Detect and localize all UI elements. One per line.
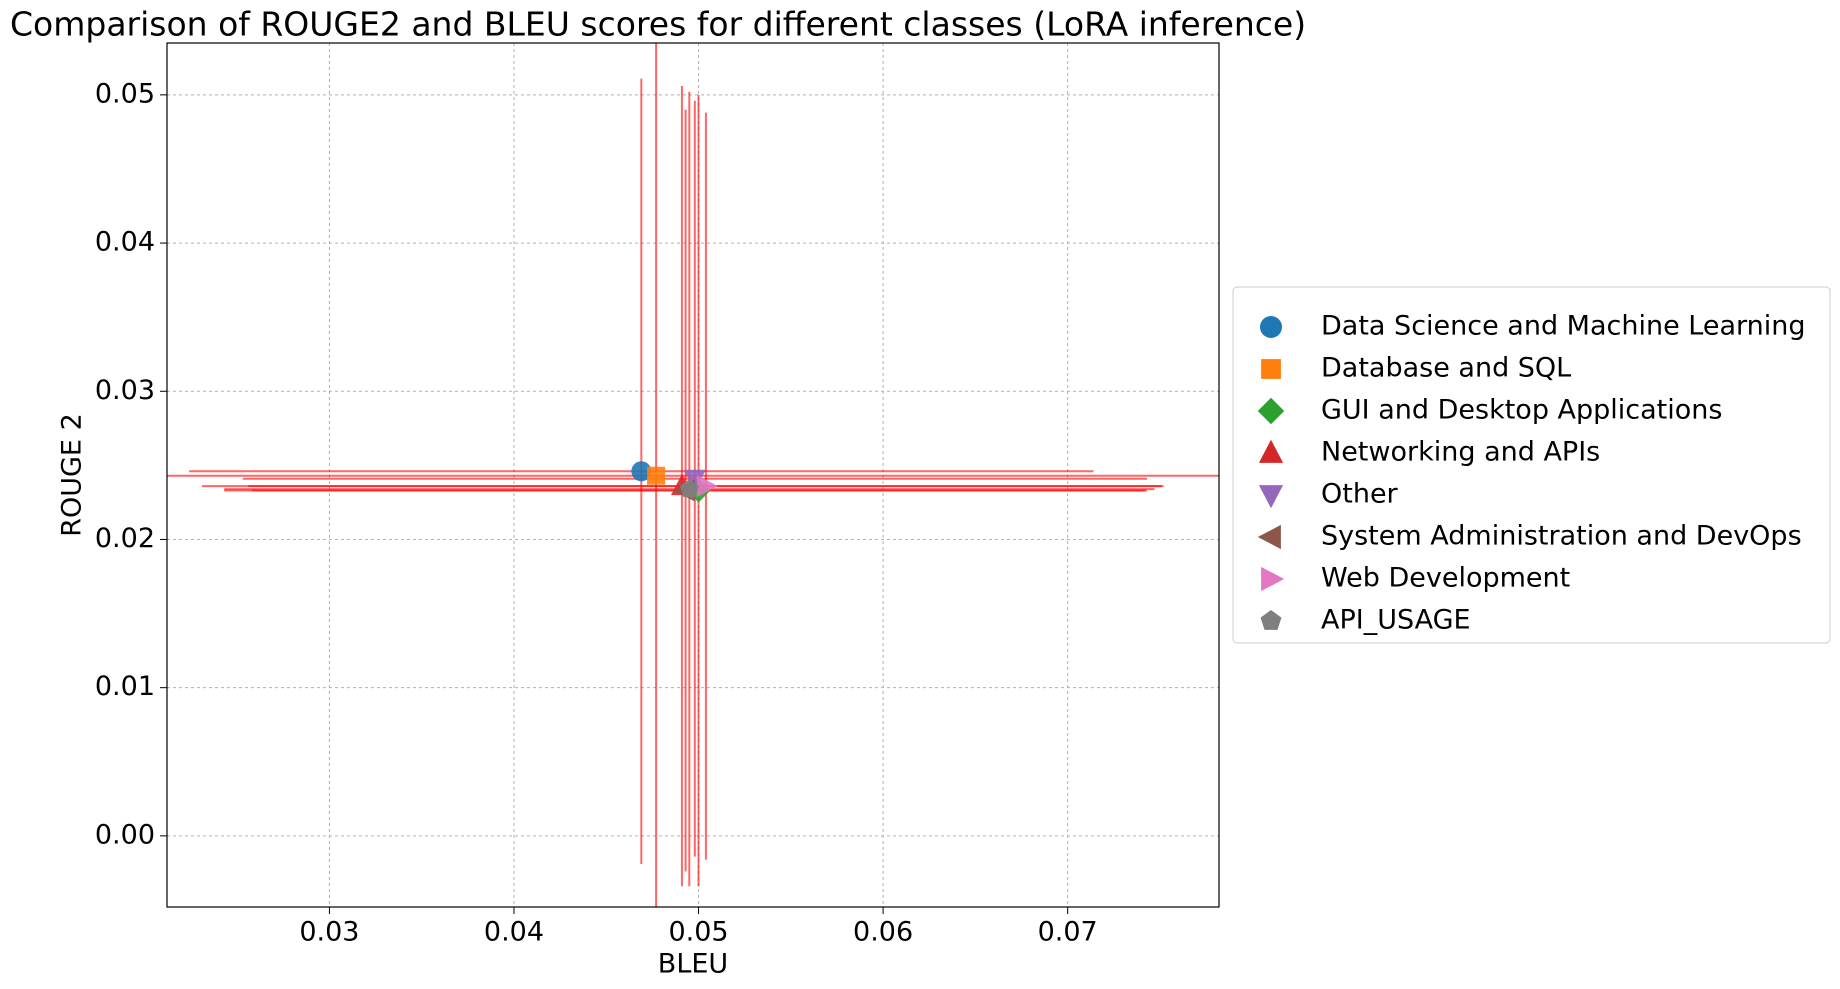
point [679,479,699,498]
y-tick-label: 0.02 [95,523,155,554]
y-tick-label: 0.05 [95,78,155,109]
legend-label: Other [1321,479,1399,510]
legend-label: Web Development [1321,563,1570,594]
legend-marker [1261,566,1285,592]
point [696,475,718,498]
legend-marker [1260,316,1282,338]
legend-label: GUI and Desktop Applications [1321,395,1722,426]
x-tick-label: 0.03 [299,917,359,948]
y-tick-label: 0.04 [95,227,155,258]
legend-marker [1261,359,1281,379]
point [631,461,652,482]
y-axis-label: ROUGE 2 [57,413,88,537]
legend-marker [1258,439,1284,463]
legend-label: System Administration and DevOps [1321,521,1802,552]
legend-marker [1258,485,1284,509]
x-tick-label: 0.06 [853,917,913,948]
y-tick-label: 0.01 [95,671,155,702]
chart-title: Comparison of ROUGE2 and BLEU scores for… [10,5,1306,44]
x-axis-label: BLEU [658,949,728,980]
legend-marker [1260,610,1282,630]
legend-label: Data Science and Machine Learning [1321,311,1806,342]
y-tick-label: 0.00 [95,819,155,850]
point [647,466,666,485]
y-tick-label: 0.03 [95,375,155,406]
legend-box [1232,286,1831,644]
legend-marker [1257,397,1285,425]
x-tick-label: 0.04 [484,917,544,948]
plot-area [167,43,1219,907]
x-tick-label: 0.05 [668,917,728,948]
legend-label: Networking and APIs [1321,437,1600,468]
legend-label: API_USAGE [1321,605,1471,636]
legend-label: Database and SQL [1321,353,1571,384]
point [683,469,706,491]
x-tick-label: 0.07 [1038,917,1098,948]
plot-frame [166,42,1220,908]
legend-marker [1257,524,1281,550]
